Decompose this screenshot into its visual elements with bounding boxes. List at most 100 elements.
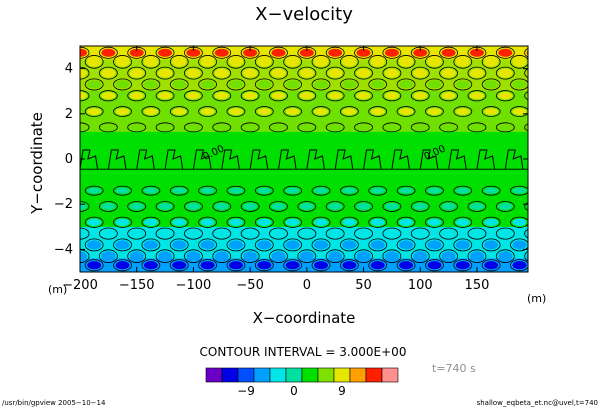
contour-ring [297, 201, 317, 212]
field-blob [80, 203, 87, 210]
contour-ring [382, 46, 402, 59]
contour-ring [410, 201, 430, 212]
colorbar-box [365, 367, 383, 383]
field-blob [484, 80, 499, 89]
field-blob [526, 204, 528, 209]
field-blobs [80, 48, 555, 270]
contour-ring [439, 201, 459, 212]
contour-ring [141, 55, 161, 69]
field-blob [257, 56, 272, 67]
field-blob [299, 203, 314, 210]
field-blob [129, 251, 144, 262]
field-blob [172, 108, 187, 115]
field-blob [356, 124, 371, 131]
field-blob [115, 108, 130, 115]
contour-ring [354, 90, 373, 102]
contour-ring [495, 249, 515, 263]
field-blob [427, 108, 442, 115]
field-blob [427, 261, 442, 270]
contour-ring [396, 106, 416, 117]
contour-ring [169, 238, 189, 252]
field-blob [271, 48, 286, 57]
field-blob [370, 80, 385, 89]
field-blob [200, 261, 215, 270]
contour-ring [283, 216, 303, 228]
contour-ring [311, 185, 331, 196]
field-blob [498, 68, 513, 78]
field-blob [87, 240, 102, 250]
field-blob [342, 261, 357, 270]
contour-ring [339, 78, 359, 91]
field-blob [101, 124, 116, 131]
field-blob [299, 251, 314, 262]
contour-ring [84, 216, 104, 228]
field-blob [214, 203, 229, 210]
field-blob [314, 261, 329, 270]
contour-ring [254, 185, 274, 196]
contour-ring [410, 122, 430, 133]
field-blob [541, 57, 555, 67]
contour-ring [80, 46, 90, 59]
contour-ring [495, 66, 515, 80]
contour-ring [481, 259, 501, 272]
contour-ring [354, 201, 373, 212]
contour-ring [113, 78, 132, 91]
contour-ring [240, 201, 260, 212]
field-blob [214, 48, 229, 57]
contour-ring [339, 238, 359, 252]
colorbar-box [205, 367, 223, 383]
contour-ring [510, 106, 528, 117]
contour-ring [127, 90, 147, 102]
contour-ring [339, 55, 359, 69]
field-blob [158, 48, 173, 57]
field-blob [399, 56, 414, 67]
colorbar-tick-label: 9 [338, 384, 346, 398]
field-blob [172, 80, 187, 89]
contour-ring [169, 185, 189, 196]
contour-ring [297, 66, 317, 80]
field-blob [455, 240, 470, 250]
contour-ring [453, 106, 473, 117]
field-blob [285, 80, 300, 89]
contour-ring [368, 55, 388, 69]
contour-ring [311, 106, 331, 117]
field-blob [469, 68, 484, 78]
field-blob [469, 251, 484, 262]
field-blob [285, 56, 300, 67]
field-blob [228, 218, 243, 226]
field-blob [356, 68, 371, 78]
field-band [80, 131, 528, 187]
contour-ring [127, 227, 147, 240]
contour-ring [98, 227, 118, 240]
field-blob [384, 229, 399, 238]
contour-ring [127, 249, 147, 263]
field-blob [399, 240, 414, 250]
field-blob [427, 240, 442, 250]
contour-ring [141, 238, 161, 252]
field-blob [285, 108, 300, 115]
contour-ring [113, 216, 132, 228]
field-blob [143, 240, 158, 250]
contour-ring [339, 259, 359, 272]
contour-ring [495, 90, 515, 102]
field-blob [129, 48, 144, 57]
contour-ring [98, 201, 118, 212]
contour-ring [425, 78, 444, 91]
y-unit-label: (m) [48, 283, 67, 296]
contour-ring [339, 106, 359, 117]
field-blob [186, 48, 201, 57]
field-blob [186, 68, 201, 78]
field-blob [143, 80, 158, 89]
field-blob [356, 251, 371, 262]
contour-ring [481, 55, 501, 69]
x-tick-label: −100 [176, 278, 212, 293]
colorbar-box [285, 367, 303, 383]
contour-ring [141, 106, 161, 117]
field-blob [342, 80, 357, 89]
contour-ring [212, 122, 232, 133]
contour-ring [425, 55, 444, 69]
field-blob [87, 108, 102, 115]
field-blob [370, 261, 385, 270]
colorbar-box [221, 367, 239, 383]
y-axis-label: Y−coordinate [28, 112, 46, 215]
